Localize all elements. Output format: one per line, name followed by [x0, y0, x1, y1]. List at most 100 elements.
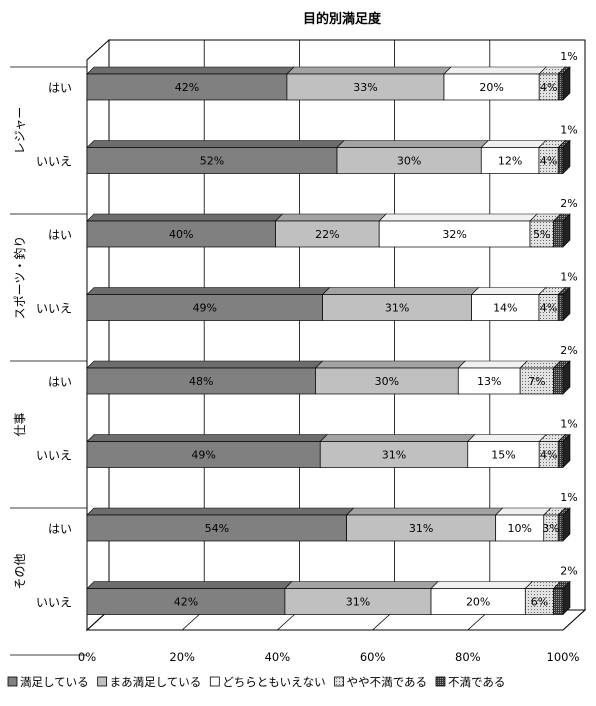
data-label: 31% — [382, 449, 406, 462]
row-label: はい — [48, 81, 72, 95]
data-label: 1% — [560, 50, 577, 63]
legend-label: どちらともいえない — [222, 675, 325, 689]
bar-segment-top — [86, 581, 293, 589]
bar-segment-top — [314, 360, 467, 369]
data-label: 1% — [560, 418, 577, 431]
data-label: 2% — [560, 565, 577, 578]
x-tick-label: 80% — [455, 650, 481, 664]
data-label: 52% — [200, 155, 224, 168]
bar-segment — [86, 588, 286, 615]
legend-swatch — [7, 676, 18, 687]
bar-segment — [467, 441, 540, 468]
bar-segment — [86, 367, 316, 395]
bar-end-face — [562, 360, 571, 395]
group-label: スポーツ・釣り — [12, 236, 27, 320]
row-label: いいえ — [36, 596, 72, 610]
data-label: 10% — [508, 522, 532, 535]
bar-segment-top — [457, 360, 528, 369]
bar-segment-top — [284, 581, 439, 589]
bar-segment-top — [494, 507, 552, 516]
bar-segment-top — [430, 581, 534, 589]
bar-segment — [286, 73, 445, 101]
data-label: 30% — [375, 375, 399, 388]
bar-segment — [524, 588, 554, 615]
group-label: レジャー — [13, 107, 27, 154]
bar-segment — [378, 220, 531, 248]
data-label: 22% — [315, 228, 339, 241]
data-label: 2% — [560, 344, 577, 357]
data-label: 2% — [560, 197, 577, 210]
legend-label: やや不満である — [347, 675, 427, 689]
data-label: 33% — [353, 81, 377, 94]
x-tick-label: 60% — [360, 650, 386, 664]
data-label: 5% — [533, 228, 550, 241]
bar-segment-top — [86, 507, 355, 516]
bar-segment — [86, 441, 321, 468]
group-label: その他 — [13, 553, 27, 589]
row-label: いいえ — [36, 155, 72, 169]
data-label: 4% — [540, 81, 557, 94]
side-wall — [86, 38, 110, 632]
data-label: 1% — [560, 491, 577, 504]
bar-segment — [319, 441, 469, 468]
bar-segment-top — [345, 507, 504, 516]
data-label: 4% — [540, 449, 557, 462]
bar-segment-top — [86, 434, 328, 442]
bar-segment-top — [86, 213, 284, 222]
bar-segment — [557, 73, 564, 101]
data-label: 42% — [174, 596, 198, 609]
data-label: 1% — [560, 271, 577, 284]
data-label: 48% — [189, 375, 213, 388]
bar-segment — [336, 147, 482, 174]
data-label: 4% — [540, 302, 557, 315]
bar-segment — [86, 514, 347, 542]
data-label: 30% — [397, 155, 421, 168]
bar-segment-top — [480, 140, 547, 148]
data-label: 14% — [493, 302, 517, 315]
bar-segment-top — [274, 213, 387, 222]
data-label: 40% — [169, 228, 193, 241]
bar-segment-top — [467, 434, 547, 442]
bar-segment — [443, 73, 540, 101]
data-label: 3% — [542, 522, 559, 535]
data-label: 1% — [560, 124, 577, 137]
legend-swatch — [435, 676, 446, 687]
data-label: 49% — [191, 449, 215, 462]
bar-segment — [480, 147, 540, 174]
x-tick-label: 20% — [169, 650, 195, 664]
bar-segment — [322, 294, 472, 321]
bar-end-face — [562, 139, 571, 175]
bar-segment-top — [319, 434, 476, 442]
bar-segment-top — [86, 140, 345, 148]
bar-segment — [284, 588, 432, 615]
bar-end-face — [562, 286, 571, 322]
bar-segment — [457, 367, 521, 395]
data-label: 4% — [540, 155, 557, 168]
bar-segment-top — [86, 360, 324, 369]
bar-end-face — [562, 580, 571, 616]
bar-segment-top — [336, 140, 489, 148]
bar-segment — [519, 367, 554, 395]
data-label: 31% — [385, 302, 409, 315]
bar-end-face — [562, 433, 571, 469]
legend-label: 満足している — [20, 675, 89, 689]
x-tick-label: 100% — [547, 650, 580, 664]
bar-segment — [553, 220, 564, 248]
bar-segment — [346, 514, 497, 542]
legend-label: まあ満足している — [110, 675, 202, 689]
data-label: 13% — [477, 375, 501, 388]
row-label: はい — [48, 228, 72, 242]
x-tick-label: 40% — [265, 650, 291, 664]
bar-segment — [430, 588, 526, 615]
bar-segment — [86, 73, 288, 101]
data-label: 32% — [442, 228, 466, 241]
data-label: 12% — [498, 155, 522, 168]
bar-end-face — [562, 213, 571, 248]
data-label: 20% — [479, 81, 503, 94]
group-label: 仕事 — [13, 412, 27, 436]
bar-segment — [553, 588, 564, 615]
bar-segment-top — [470, 287, 547, 295]
row-label: いいえ — [36, 449, 72, 463]
